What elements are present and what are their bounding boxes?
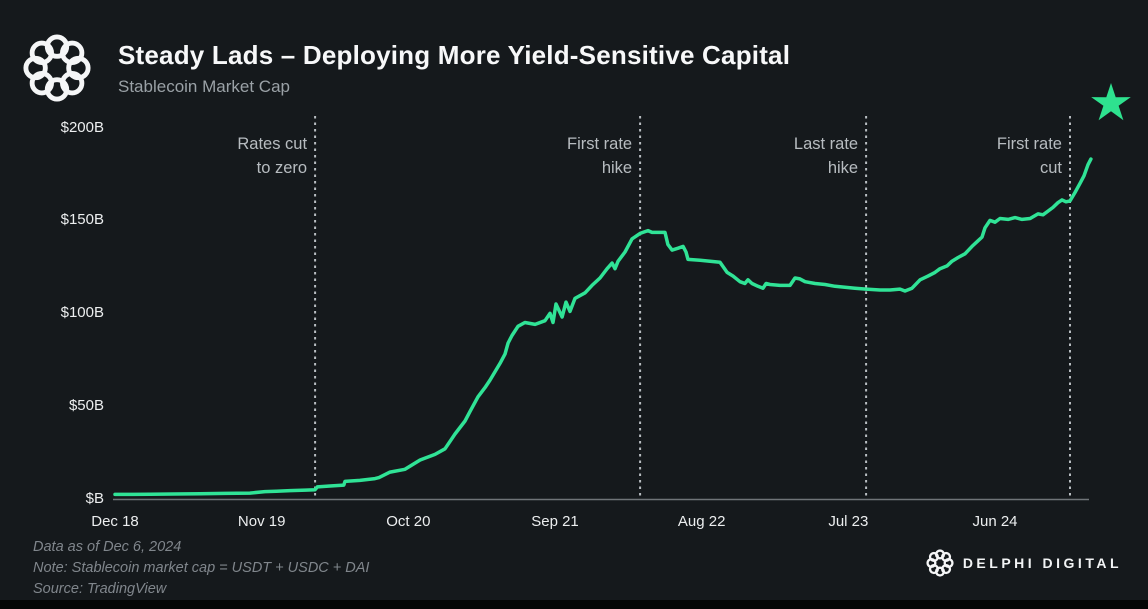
- brand-wordmark: DELPHI DIGITAL: [962, 555, 1122, 571]
- market-cap-line: [113, 157, 1093, 497]
- x-tick-label: Oct 20: [386, 513, 431, 530]
- x-tick-label: Jul 23: [828, 513, 869, 530]
- y-tick-label: $50B: [68, 397, 104, 415]
- x-tick-label: Jun 24: [972, 513, 1018, 530]
- title-block: Steady Lads – Deploying More Yield-Sensi…: [118, 40, 790, 97]
- x-tick-label: Aug 22: [677, 513, 726, 530]
- star-icon: [1091, 83, 1131, 121]
- definition-note: Note: Stablecoin market cap = USDT + USD…: [33, 560, 370, 576]
- delphi-brand-icon: [926, 549, 954, 577]
- x-tick-label: Nov 19: [237, 513, 286, 530]
- x-tick-label: Dec 18: [91, 513, 139, 530]
- bottom-border-strip: [0, 600, 1148, 609]
- event-annotation: First rate hike: [567, 135, 633, 177]
- event-annotation: First rate cut: [996, 135, 1062, 177]
- event-annotation: Last rate hike: [793, 135, 859, 177]
- delphi-logo-icon: [23, 34, 91, 102]
- page-title: Steady Lads – Deploying More Yield-Sensi…: [118, 40, 791, 70]
- source-note: Source: TradingView: [33, 581, 167, 597]
- delphi-digital-brandmark: DELPHI DIGITAL: [926, 549, 1122, 577]
- y-tick-label: $100B: [60, 304, 104, 322]
- page-subtitle: Stablecoin Market Cap: [118, 77, 290, 96]
- y-tick-label: $200B: [60, 118, 104, 136]
- x-tick-label: Sep 21: [531, 513, 579, 530]
- footnotes: Data as of Dec 6, 2024 Note: Stablecoin …: [33, 537, 369, 600]
- y-tick-label: $B: [85, 490, 104, 507]
- event-annotation: Rates cut to zero: [237, 135, 308, 177]
- data-as-of-note: Data as of Dec 6, 2024: [33, 539, 182, 555]
- y-tick-label: $150B: [60, 211, 104, 229]
